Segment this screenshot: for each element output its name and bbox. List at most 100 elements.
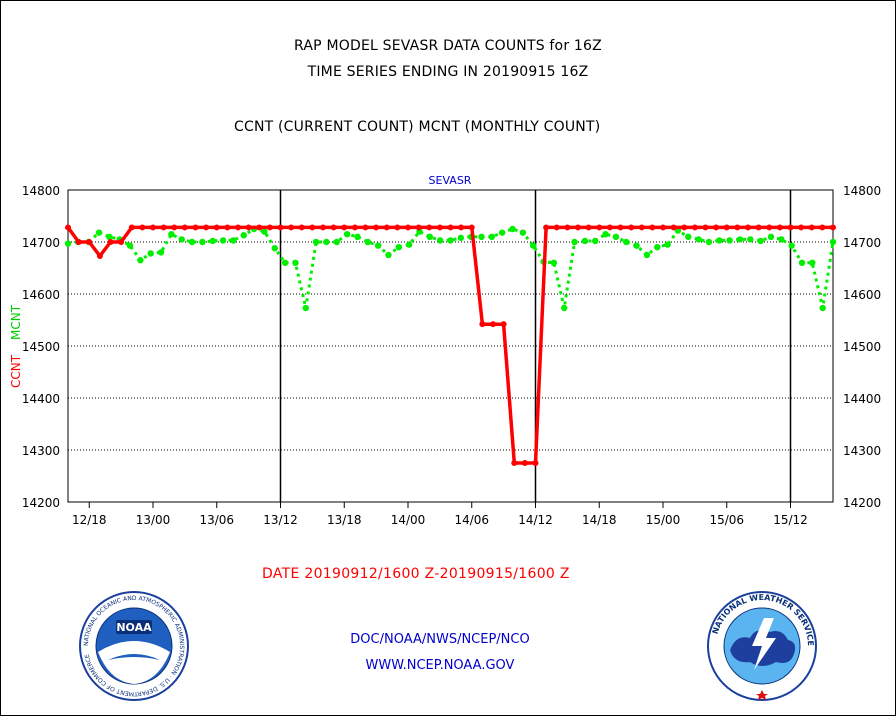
x-tick-label: 15/06 xyxy=(709,513,744,527)
data-point xyxy=(561,304,568,312)
data-point xyxy=(734,224,741,231)
x-tick-label: 13/06 xyxy=(199,513,234,527)
data-point xyxy=(436,224,443,231)
data-point xyxy=(312,238,320,246)
data-point xyxy=(745,224,751,231)
chart-section-title: SEVASR xyxy=(429,174,472,187)
y-axis-label-ccnt: CCNT xyxy=(9,354,23,388)
credit-url[interactable]: WWW.NCEP.NOAA.GOV xyxy=(365,658,515,673)
series-line xyxy=(67,227,835,310)
data-point xyxy=(723,224,730,231)
data-point xyxy=(309,224,316,231)
data-point xyxy=(490,321,496,328)
data-point xyxy=(302,304,309,312)
data-point xyxy=(713,224,720,231)
data-point xyxy=(457,234,465,242)
data-point xyxy=(75,239,82,245)
data-point xyxy=(240,232,247,239)
credit-org: DOC/NOAA/NWS/NCEP/NCO xyxy=(350,632,530,647)
x-tick-label: 14/18 xyxy=(582,513,617,527)
data-point xyxy=(788,242,795,249)
data-point xyxy=(716,237,723,244)
data-point xyxy=(394,224,401,231)
data-point xyxy=(649,224,656,231)
data-point xyxy=(385,251,392,259)
x-tick-label: 13/12 xyxy=(263,513,298,527)
data-point xyxy=(224,224,231,231)
data-point xyxy=(830,224,836,231)
data-point xyxy=(643,251,651,259)
data-point xyxy=(436,237,444,244)
legend-description: CCNT (CURRENT COUNT) MCNT (MONTHLY COUNT… xyxy=(234,119,601,135)
svg-text:NOAA: NOAA xyxy=(116,621,152,634)
data-point xyxy=(685,233,692,240)
page-subtitle: TIME SERIES ENDING IN 20190915 16Z xyxy=(307,64,589,80)
data-point xyxy=(277,224,284,231)
data-point xyxy=(726,237,733,244)
data-point xyxy=(691,224,698,231)
data-point xyxy=(160,224,167,231)
data-point xyxy=(519,229,527,236)
data-point xyxy=(288,224,295,231)
data-point xyxy=(628,224,635,231)
page-title: RAP MODEL SEVASR DATA COUNTS for 16Z xyxy=(294,38,602,54)
data-point xyxy=(266,224,273,231)
data-point xyxy=(705,238,713,246)
data-point xyxy=(219,237,227,244)
data-point xyxy=(532,460,539,466)
x-tick-label: 13/18 xyxy=(327,513,362,527)
data-point xyxy=(333,238,340,246)
data-point xyxy=(178,236,185,243)
data-point xyxy=(168,231,175,238)
data-point xyxy=(343,231,351,238)
data-point xyxy=(809,259,816,266)
data-point xyxy=(261,228,268,235)
data-point xyxy=(95,229,103,236)
data-point xyxy=(107,239,114,245)
data-point xyxy=(543,224,550,231)
data-point xyxy=(235,224,241,231)
data-point xyxy=(373,224,380,231)
data-point xyxy=(498,229,506,236)
data-point xyxy=(575,224,581,231)
data-point xyxy=(383,224,390,231)
data-point xyxy=(633,242,640,249)
data-point xyxy=(596,224,603,231)
data-point xyxy=(571,238,578,246)
nws-logo: NATIONAL WEATHER SERVICE xyxy=(707,591,817,701)
data-point xyxy=(623,238,630,246)
data-point xyxy=(157,249,165,256)
data-point xyxy=(757,237,764,245)
data-point xyxy=(670,224,677,231)
data-point xyxy=(530,242,537,249)
data-point xyxy=(592,237,599,245)
data-point xyxy=(776,224,783,231)
y-axis-label-mcnt: MCNT xyxy=(9,304,23,340)
y-axis-left: 14200 14300 14400 14500 14600 14700 14800 xyxy=(22,184,60,510)
data-point xyxy=(188,238,196,246)
data-point xyxy=(405,224,411,231)
data-point xyxy=(660,224,666,231)
data-point xyxy=(354,233,361,240)
data-point xyxy=(106,233,113,240)
data-point xyxy=(447,224,454,231)
data-point xyxy=(203,224,210,231)
data-point xyxy=(415,224,422,231)
data-point xyxy=(787,224,794,231)
data-point xyxy=(654,244,661,251)
data-point xyxy=(281,259,289,266)
y-tick-label-right: 14200 xyxy=(843,496,881,510)
data-point xyxy=(351,224,358,231)
data-point xyxy=(199,238,206,246)
data-point xyxy=(581,237,589,245)
x-tick-label: 14/12 xyxy=(518,513,553,527)
data-point xyxy=(550,259,558,266)
data-point xyxy=(766,224,773,231)
data-point xyxy=(447,237,454,244)
data-point xyxy=(364,238,371,246)
data-point xyxy=(292,259,299,266)
data-point xyxy=(341,224,348,231)
data-point xyxy=(553,224,560,231)
data-point xyxy=(819,304,826,312)
